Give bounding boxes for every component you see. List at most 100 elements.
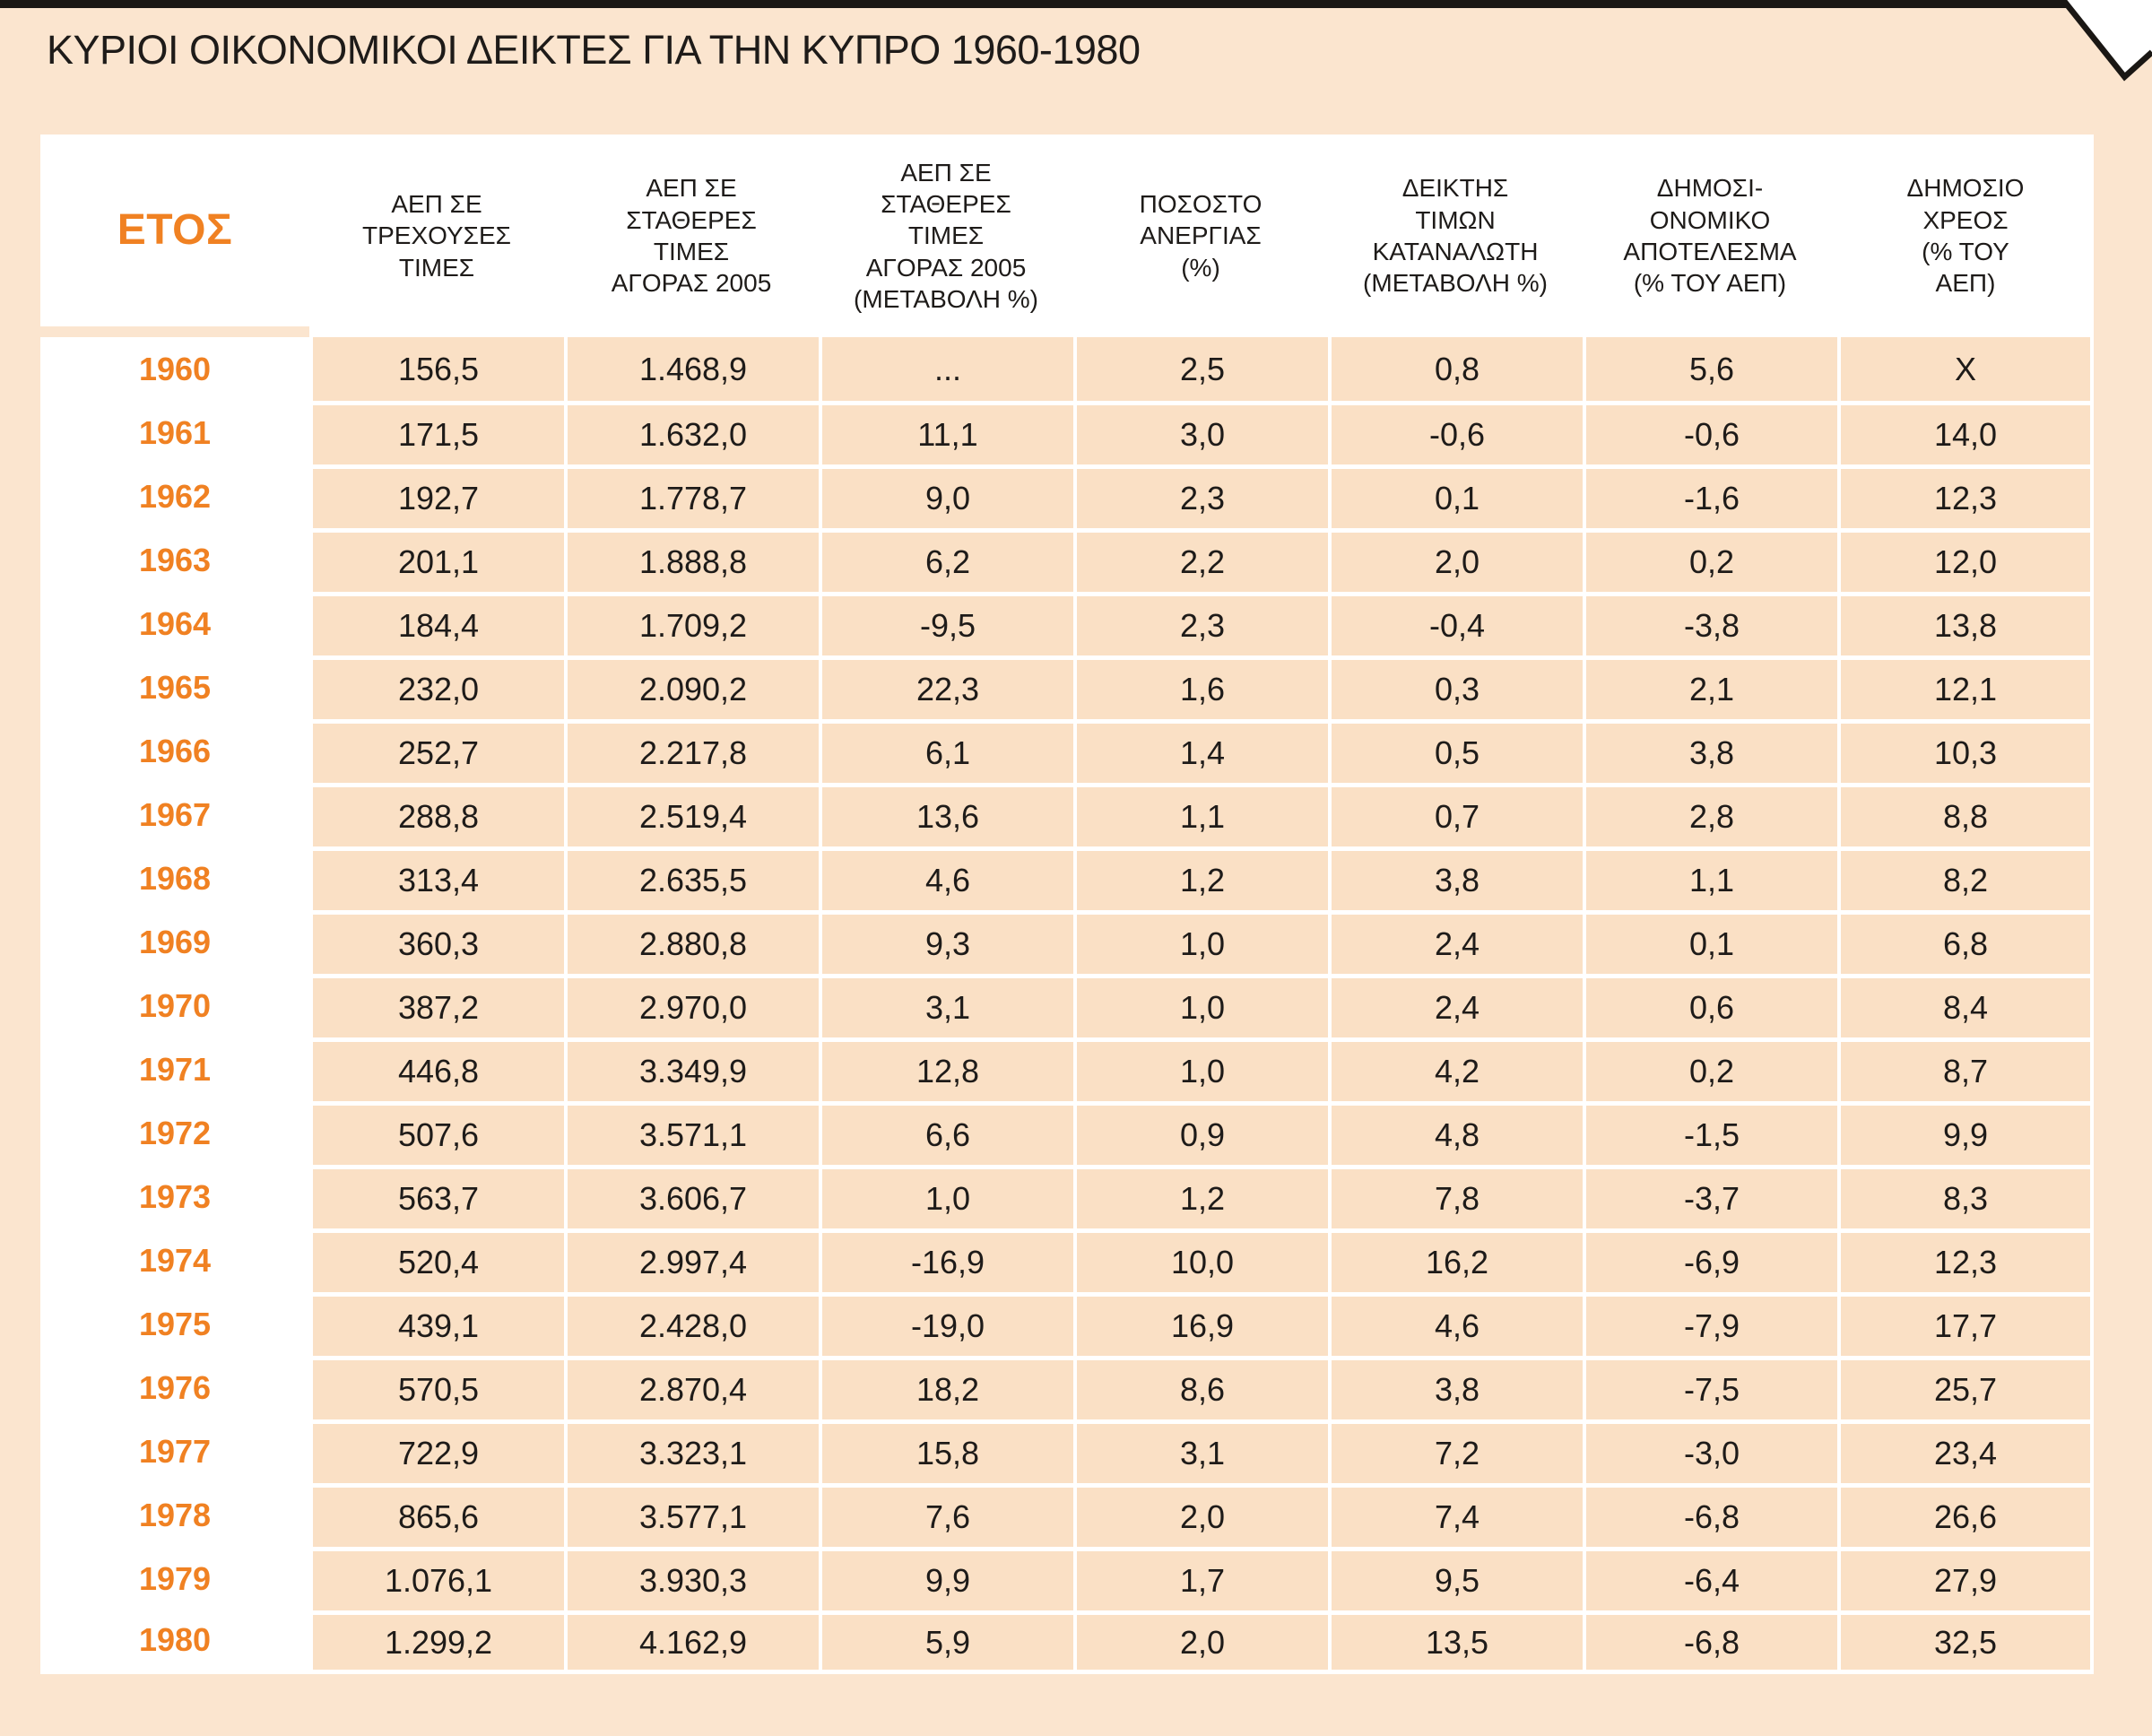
data-cell: -7,5	[1583, 1356, 1837, 1419]
table-row: 1962 192,7 1.778,7 9,0 2,3 0,1 -1,6 12,3	[40, 464, 2094, 528]
year-cell: 1960	[40, 337, 309, 401]
data-cell: 2,8	[1583, 783, 1837, 846]
data-cell: 7,4	[1328, 1483, 1583, 1547]
column-header-unemployment-rate: ΠΟΣΟΣΤΟ ΑΝΕΡΓΙΑΣ (%)	[1073, 135, 1328, 337]
data-cell: 252,7	[309, 719, 564, 783]
data-cell: 1.299,2	[309, 1610, 564, 1674]
data-cell: 0,5	[1328, 719, 1583, 783]
data-cell: 1,1	[1583, 846, 1837, 910]
data-cell: -0,6	[1583, 401, 1837, 464]
data-cell: 2.519,4	[564, 783, 819, 846]
data-cell: 25,7	[1837, 1356, 2094, 1419]
data-cell: 1,4	[1073, 719, 1328, 783]
data-cell: 0,3	[1328, 655, 1583, 719]
data-cell: 27,9	[1837, 1547, 2094, 1610]
data-cell: 6,6	[819, 1101, 1073, 1165]
data-cell: 9,9	[819, 1547, 1073, 1610]
data-cell: 3,1	[819, 974, 1073, 1037]
data-cell: 9,9	[1837, 1101, 2094, 1165]
data-cell: 3.577,1	[564, 1483, 819, 1547]
data-cell: 13,6	[819, 783, 1073, 846]
year-cell: 1961	[40, 401, 309, 464]
data-cell: 313,4	[309, 846, 564, 910]
data-cell: 1,2	[1073, 846, 1328, 910]
data-cell: 4,6	[1328, 1292, 1583, 1356]
data-cell: 2,4	[1328, 910, 1583, 974]
table-row: 1973 563,7 3.606,7 1,0 1,2 7,8 -3,7 8,3	[40, 1165, 2094, 1228]
data-cell: 1.632,0	[564, 401, 819, 464]
table-row: 1979 1.076,1 3.930,3 9,9 1,7 9,5 -6,4 27,9	[40, 1547, 2094, 1610]
table-row: 1972 507,6 3.571,1 6,6 0,9 4,8 -1,5 9,9	[40, 1101, 2094, 1165]
data-cell: 10,0	[1073, 1228, 1328, 1292]
data-cell: 8,2	[1837, 846, 2094, 910]
page-title: ΚΥΡΙΟΙ ΟΙΚΟΝΟΜΙΚΟΙ ΔΕΙΚΤΕΣ ΓΙΑ ΤΗΝ ΚΥΠΡΟ…	[47, 27, 1141, 73]
data-cell: 2.217,8	[564, 719, 819, 783]
data-cell: 8,3	[1837, 1165, 2094, 1228]
data-cell: 360,3	[309, 910, 564, 974]
data-cell: 26,6	[1837, 1483, 2094, 1547]
data-cell: ...	[819, 337, 1073, 401]
data-cell: 16,9	[1073, 1292, 1328, 1356]
year-cell: 1965	[40, 655, 309, 719]
data-cell: 3,8	[1583, 719, 1837, 783]
table-row: 1969 360,3 2.880,8 9,3 1,0 2,4 0,1 6,8	[40, 910, 2094, 974]
data-cell: 1,1	[1073, 783, 1328, 846]
data-cell: 12,0	[1837, 528, 2094, 592]
data-cell: -1,5	[1583, 1101, 1837, 1165]
data-cell: 184,4	[309, 592, 564, 655]
data-cell: 5,9	[819, 1610, 1073, 1674]
data-cell: -3,7	[1583, 1165, 1837, 1228]
table-row: 1980 1.299,2 4.162,9 5,9 2,0 13,5 -6,8 32,5	[40, 1610, 2094, 1674]
year-cell: 1968	[40, 846, 309, 910]
data-cell: 1.076,1	[309, 1547, 564, 1610]
table-row: 1961 171,5 1.632,0 11,1 3,0 -0,6 -0,6 14,0	[40, 401, 2094, 464]
column-header-gdp-constant-2005-change: ΑΕΠ ΣΕ ΣΤΑΘΕΡΕΣ ΤΙΜΕΣ ΑΓΟΡΑΣ 2005 (ΜΕΤΑΒ…	[819, 135, 1073, 337]
data-cell: 2.870,4	[564, 1356, 819, 1419]
data-cell: 8,6	[1073, 1356, 1328, 1419]
data-cell: -3,0	[1583, 1419, 1837, 1483]
year-cell: 1970	[40, 974, 309, 1037]
year-cell: 1973	[40, 1165, 309, 1228]
data-cell: 1,0	[1073, 1037, 1328, 1101]
year-cell: 1962	[40, 464, 309, 528]
data-cell: 16,2	[1328, 1228, 1583, 1292]
data-cell: 2,1	[1583, 655, 1837, 719]
table-row: 1970 387,2 2.970,0 3,1 1,0 2,4 0,6 8,4	[40, 974, 2094, 1037]
data-cell: -19,0	[819, 1292, 1073, 1356]
data-cell: 1.468,9	[564, 337, 819, 401]
year-cell: 1967	[40, 783, 309, 846]
data-cell: 13,8	[1837, 592, 2094, 655]
data-cell: 5,6	[1583, 337, 1837, 401]
data-cell: 3.606,7	[564, 1165, 819, 1228]
data-cell: 2,3	[1073, 592, 1328, 655]
data-cell: 1,0	[1073, 974, 1328, 1037]
data-cell: 9,0	[819, 464, 1073, 528]
table-row: 1968 313,4 2.635,5 4,6 1,2 3,8 1,1 8,2	[40, 846, 2094, 910]
data-cell: 1,7	[1073, 1547, 1328, 1610]
data-cell: 192,7	[309, 464, 564, 528]
data-cell: 12,1	[1837, 655, 2094, 719]
data-cell: 17,7	[1837, 1292, 2094, 1356]
data-cell: 439,1	[309, 1292, 564, 1356]
data-cell: 2,2	[1073, 528, 1328, 592]
data-cell: 156,5	[309, 337, 564, 401]
table-body: 1960 156,5 1.468,9... 2,5 0,8 5,6 X 1961 171,5 1.…	[40, 337, 2094, 1674]
header-row: ΕΤΟΣ ΑΕΠ ΣΕ ΤΡΕΧΟΥΣΕΣ ΤΙΜΕΣ ΑΕΠ ΣΕ ΣΤΑΘΕ…	[40, 135, 2094, 337]
data-cell: 520,4	[309, 1228, 564, 1292]
table-row: 1967 288,8 2.519,4 13,6 1,1 0,7 2,8 8,8	[40, 783, 2094, 846]
data-cell: 507,6	[309, 1101, 564, 1165]
data-cell: 2.090,2	[564, 655, 819, 719]
data-cell: 3,1	[1073, 1419, 1328, 1483]
data-cell: 0,6	[1583, 974, 1837, 1037]
column-header-year: ΕΤΟΣ	[40, 135, 309, 337]
year-cell: 1980	[40, 1610, 309, 1674]
year-cell: 1971	[40, 1037, 309, 1101]
data-cell: 171,5	[309, 401, 564, 464]
table-header: ΕΤΟΣ ΑΕΠ ΣΕ ΤΡΕΧΟΥΣΕΣ ΤΙΜΕΣ ΑΕΠ ΣΕ ΣΤΑΘΕ…	[40, 135, 2094, 337]
data-cell: 2,4	[1328, 974, 1583, 1037]
data-cell: 6,1	[819, 719, 1073, 783]
data-cell: 0,1	[1328, 464, 1583, 528]
data-cell: 4,2	[1328, 1037, 1583, 1101]
data-cell: 8,7	[1837, 1037, 2094, 1101]
data-cell: 22,3	[819, 655, 1073, 719]
